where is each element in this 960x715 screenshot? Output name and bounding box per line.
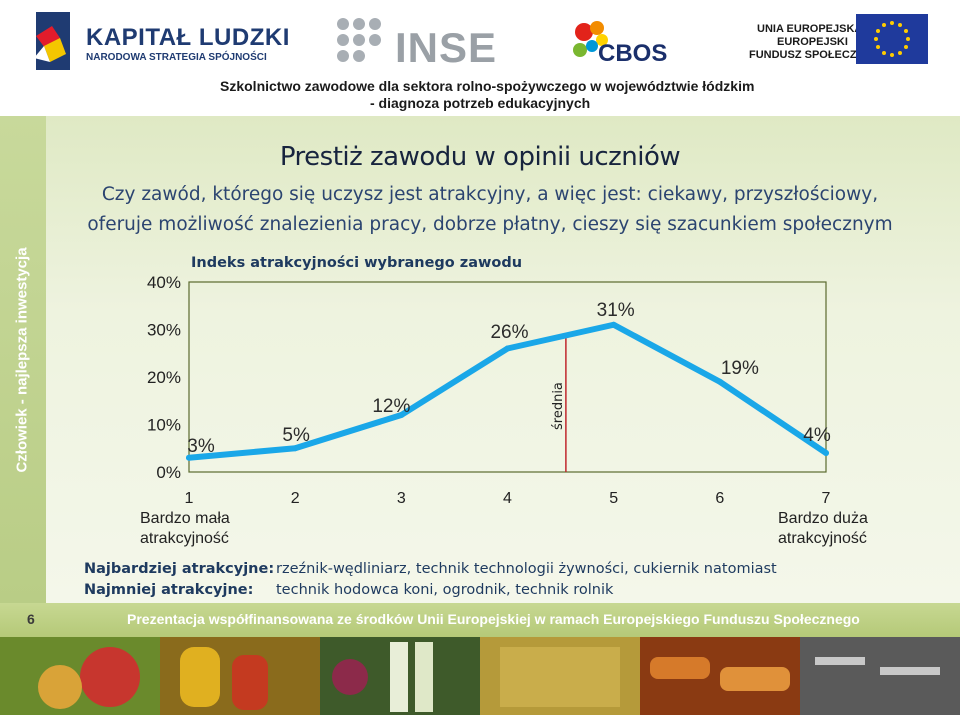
most-attractive-value: rzeźnik-wędliniarz, technik technologii … — [276, 561, 777, 577]
eu-flag-icon — [856, 14, 928, 64]
x-tick-label: 3 — [397, 490, 406, 507]
kapital-ludzki-subtitle: NARODOWA STRATEGIA SPÓJNOŚCI — [86, 52, 267, 63]
footer-funding-note: Prezentacja współfinansowana ze środków … — [127, 611, 860, 627]
least-attractive-label: Najmniej atrakcyjne: — [84, 582, 254, 598]
least-attractive-value: technik hodowca koni, ogrodnik, technik … — [276, 582, 614, 598]
data-point — [823, 450, 829, 456]
data-label: 19% — [721, 358, 759, 379]
data-point — [610, 321, 617, 328]
slide-title: Prestiż zawodu w opinii uczniów — [279, 142, 681, 172]
y-tick-label: 0% — [156, 463, 181, 482]
inse-logo-text: INSE — [395, 24, 498, 71]
y-tick-label: 40% — [147, 273, 181, 292]
apple-icon — [80, 647, 140, 707]
x-right-caption-line2: atrakcyjność — [778, 530, 867, 547]
y-tick-label: 30% — [147, 321, 181, 340]
data-point — [716, 378, 723, 385]
x-left-caption-line1: Bardzo mała — [140, 510, 230, 527]
page-number: 6 — [27, 611, 35, 627]
data-label: 12% — [372, 396, 410, 417]
data-label: 26% — [490, 322, 528, 343]
eu-label-line3: FUNDUSZ SPOŁECZNY — [749, 49, 872, 61]
data-point — [292, 445, 299, 452]
data-label: 31% — [597, 300, 635, 321]
plot-area-frame — [188, 281, 827, 473]
most-attractive-label: Najbardziej atrakcyjne: — [84, 561, 275, 577]
y-tick-label: 20% — [147, 368, 181, 387]
y-tick-label: 10% — [147, 416, 181, 435]
x-tick-label: 1 — [185, 490, 194, 507]
data-label: 3% — [187, 436, 215, 457]
footer-band — [0, 603, 960, 637]
cbos-logo-text: CBOS — [598, 40, 668, 67]
x-tick-label: 6 — [715, 490, 724, 507]
x-right-caption: Bardzo duża atrakcyjność — [778, 509, 868, 549]
slide-background — [0, 116, 960, 603]
data-point — [186, 454, 192, 461]
data-label: 4% — [803, 425, 831, 446]
question-line-1: Czy zawód, którego się uczysz jest atrak… — [101, 184, 879, 205]
chart-title: Indeks atrakcyjności wybranego zawodu — [191, 255, 523, 271]
eu-label-line1: UNIA EUROPEJSKA — [757, 23, 863, 35]
x-tick-label: 4 — [503, 490, 512, 507]
x-right-caption-line1: Bardzo duża — [778, 510, 868, 527]
cbos-logo-icon — [573, 21, 608, 57]
project-title-line1: Szkolnictwo zawodowe dla sektora rolno-s… — [220, 78, 755, 94]
question-line-2: oferuje możliwość znalezienia pracy, dob… — [87, 214, 893, 235]
inse-logo-icon — [337, 18, 381, 62]
left-vertical-strip — [0, 116, 46, 603]
x-left-caption: Bardzo mała atrakcyjność — [140, 509, 230, 549]
kapital-ludzki-title: KAPITAŁ LUDZKI — [86, 24, 290, 51]
photo-classroom — [800, 637, 960, 715]
kapital-ludzki-logo-icon — [34, 12, 70, 70]
mean-line-label: średnia — [551, 382, 566, 430]
x-tick-label: 2 — [291, 490, 300, 507]
x-tick-label: 5 — [609, 490, 618, 507]
project-title-line2: - diagnoza potrzeb edukacyjnych — [370, 95, 591, 111]
eu-label-line2: EUROPEJSKI — [777, 36, 848, 48]
food-photo-strip — [0, 637, 960, 715]
x-left-caption-line2: atrakcyjność — [140, 530, 229, 547]
data-point — [504, 345, 511, 352]
header-bar: KAPITAŁ LUDZKI NARODOWA STRATEGIA SPÓJNO… — [0, 0, 960, 116]
data-label: 5% — [282, 425, 310, 446]
x-tick-label: 7 — [822, 490, 831, 507]
data-point — [398, 412, 405, 418]
